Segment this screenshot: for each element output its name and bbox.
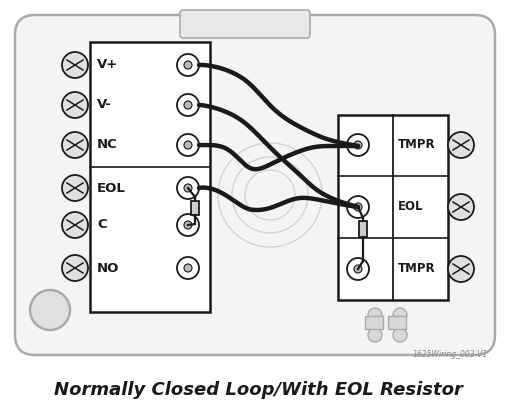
Circle shape [62,52,88,78]
Text: Normally Closed Loop/With EOL Resistor: Normally Closed Loop/With EOL Resistor [54,381,462,399]
Circle shape [184,61,192,69]
Circle shape [448,256,474,282]
Text: NO: NO [97,261,119,274]
Circle shape [177,177,199,199]
Circle shape [393,328,407,342]
Circle shape [184,221,192,229]
Text: EOL: EOL [398,200,423,213]
Circle shape [347,258,369,280]
Bar [191,201,199,215]
Circle shape [62,92,88,118]
Circle shape [354,203,362,211]
Text: EOL: EOL [97,182,126,195]
Text: TMPR: TMPR [398,263,436,276]
Circle shape [62,255,88,281]
Circle shape [393,308,407,322]
Bar [365,316,383,329]
FancyBboxPatch shape [15,15,495,355]
Circle shape [62,132,88,158]
Text: V+: V+ [97,58,118,72]
Circle shape [347,134,369,156]
FancyBboxPatch shape [180,10,310,38]
Circle shape [368,328,382,342]
Text: NC: NC [97,139,118,151]
Circle shape [184,264,192,272]
Bar [359,221,367,237]
Circle shape [448,194,474,220]
Bar [90,42,210,312]
Circle shape [30,290,70,330]
Bar [338,115,448,300]
Text: TMPR: TMPR [398,139,436,151]
Text: C: C [97,218,107,231]
Circle shape [184,141,192,149]
Circle shape [354,265,362,273]
Text: V-: V- [97,99,112,112]
Text: 1625Wiring_003-V1: 1625Wiring_003-V1 [413,350,488,359]
Circle shape [177,257,199,279]
Circle shape [347,196,369,218]
Circle shape [177,214,199,236]
Bar [388,316,406,329]
Circle shape [354,141,362,149]
Circle shape [448,132,474,158]
Circle shape [177,94,199,116]
Circle shape [184,101,192,109]
Circle shape [62,212,88,238]
Circle shape [184,184,192,192]
Circle shape [62,175,88,201]
Circle shape [177,54,199,76]
Circle shape [177,134,199,156]
Circle shape [368,308,382,322]
